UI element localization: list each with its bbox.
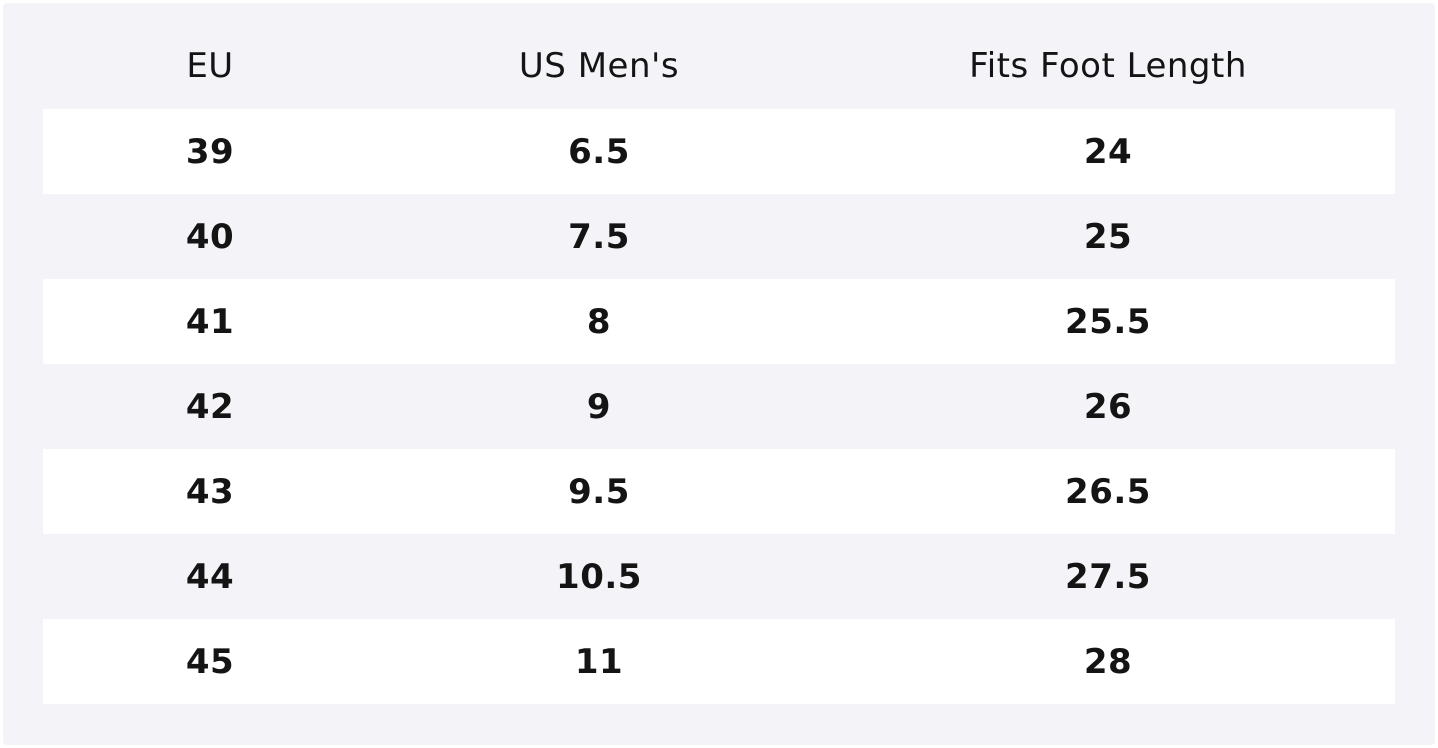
header-us-mens: US Men's	[518, 46, 680, 86]
cell-foot-length: 28	[821, 619, 1395, 704]
cell-us-mens: 8	[377, 279, 821, 364]
table-row: 39 6.5 24	[43, 109, 1395, 194]
cell-us-mens: 7.5	[377, 194, 821, 279]
table-header-row: EU US Men's Fits Foot Length	[43, 23, 1395, 109]
cell-eu: 43	[43, 449, 377, 534]
cell-foot-length: 26	[821, 364, 1395, 449]
cell-us-mens: 6.5	[377, 109, 821, 194]
cell-foot-length: 24	[821, 109, 1395, 194]
header-eu: EU	[186, 46, 234, 86]
cell-foot-length: 25	[821, 194, 1395, 279]
cell-eu: 44	[43, 534, 377, 619]
cell-foot-length: 25.5	[821, 279, 1395, 364]
cell-us-mens: 10.5	[377, 534, 821, 619]
cell-foot-length: 26.5	[821, 449, 1395, 534]
cell-eu: 42	[43, 364, 377, 449]
cell-eu: 45	[43, 619, 377, 704]
cell-us-mens: 11	[377, 619, 821, 704]
cell-eu: 39	[43, 109, 377, 194]
table-row: 44 10.5 27.5	[43, 534, 1395, 619]
cell-eu: 41	[43, 279, 377, 364]
cell-foot-length: 27.5	[821, 534, 1395, 619]
table-row: 45 11 28	[43, 619, 1395, 704]
header-foot-length: Fits Foot Length	[969, 46, 1247, 86]
cell-us-mens: 9	[377, 364, 821, 449]
cell-eu: 40	[43, 194, 377, 279]
cell-us-mens: 9.5	[377, 449, 821, 534]
table-row: 43 9.5 26.5	[43, 449, 1395, 534]
table-row: 41 8 25.5	[43, 279, 1395, 364]
table-row: 42 9 26	[43, 364, 1395, 449]
size-chart-table: EU US Men's Fits Foot Length 39 6.5 24 4…	[43, 23, 1395, 704]
table-row: 40 7.5 25	[43, 194, 1395, 279]
size-chart-card: EU US Men's Fits Foot Length 39 6.5 24 4…	[3, 3, 1435, 745]
